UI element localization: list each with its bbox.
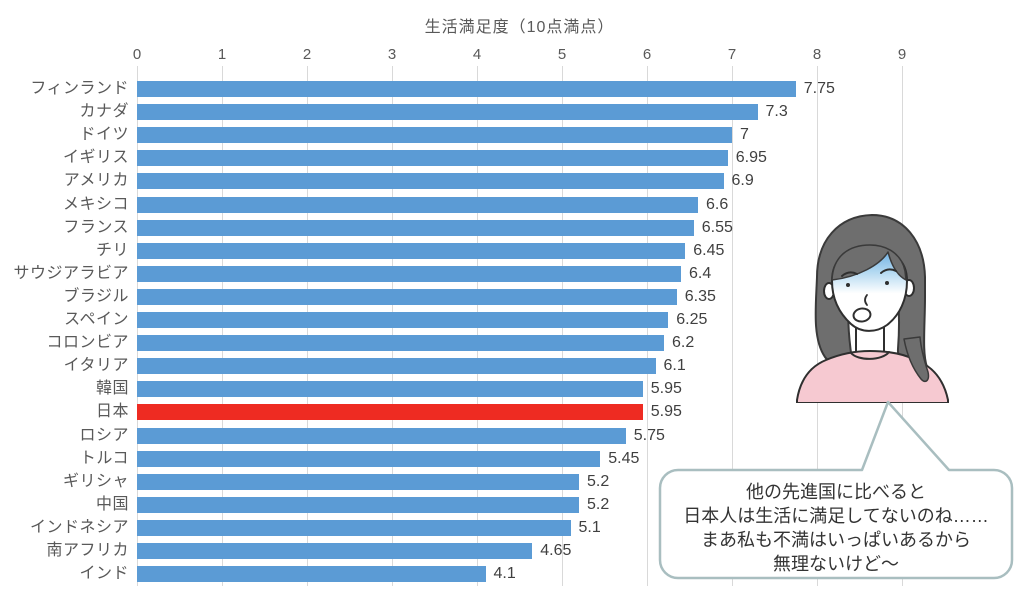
bar bbox=[137, 519, 571, 536]
gridline bbox=[732, 66, 733, 586]
worried-woman-illustration bbox=[796, 214, 949, 403]
value-label: 5.2 bbox=[587, 472, 610, 490]
bar bbox=[137, 81, 796, 97]
category-label: インドネシア bbox=[29, 518, 129, 536]
category-label: スペイン bbox=[64, 311, 129, 328]
value-label: 7.3 bbox=[765, 103, 788, 121]
eye-right bbox=[885, 281, 889, 285]
hair-strand-right bbox=[903, 336, 930, 383]
value-label: 5.1 bbox=[578, 518, 601, 536]
category-label: イタリア bbox=[63, 357, 129, 375]
bar bbox=[137, 543, 533, 559]
value-label: 5.95 bbox=[650, 403, 682, 421]
value-label: 5.75 bbox=[633, 426, 665, 444]
category-label: ブラジル bbox=[63, 287, 129, 305]
category-label: フィンランド bbox=[30, 80, 129, 97]
shirt bbox=[796, 350, 949, 403]
category-label: トルコ bbox=[79, 449, 129, 467]
category-label: チリ bbox=[95, 241, 129, 259]
bar bbox=[137, 219, 694, 236]
value-label: 6.1 bbox=[663, 357, 686, 375]
axis-tick-label: 8 bbox=[812, 46, 822, 63]
speech-line: 無理ないけど〜 bbox=[773, 554, 899, 574]
category-label: サウジアラビア bbox=[13, 264, 129, 282]
category-label: 南アフリカ bbox=[46, 542, 129, 559]
value-label: 6.95 bbox=[735, 149, 767, 167]
value-label: 7 bbox=[740, 126, 749, 144]
bar bbox=[137, 358, 656, 375]
category-label: インド bbox=[79, 565, 129, 583]
bar bbox=[137, 265, 681, 282]
axis-tick-label: 1 bbox=[217, 46, 227, 63]
value-label: 6.35 bbox=[684, 287, 716, 305]
category-label: ロシア bbox=[79, 426, 129, 444]
speech-line: 日本人は生活に満足してないのね…… bbox=[683, 506, 989, 526]
axis-tick-label: 4 bbox=[472, 46, 482, 63]
category-label: ドイツ bbox=[79, 126, 129, 144]
eyebrow-right bbox=[880, 268, 897, 274]
bar bbox=[137, 335, 664, 352]
bar bbox=[137, 127, 732, 144]
bar bbox=[137, 496, 579, 513]
bar bbox=[137, 242, 686, 259]
value-label: 4.1 bbox=[493, 565, 516, 583]
speech-line: 他の先進国に比べると bbox=[746, 482, 926, 502]
category-label: 日本 bbox=[95, 403, 129, 421]
bar bbox=[137, 566, 486, 583]
speech-bubble-text: 他の先進国に比べると 日本人は生活に満足してないのね…… まあ私も不満はいっぱい… bbox=[660, 480, 1012, 576]
bar bbox=[137, 173, 724, 190]
bar bbox=[137, 150, 728, 167]
value-label: 6.9 bbox=[731, 172, 754, 190]
value-label: 5.2 bbox=[587, 495, 610, 513]
speech-line: まあ私も不満はいっぱいあるから bbox=[701, 530, 971, 550]
value-label: 6.2 bbox=[672, 334, 695, 352]
value-label: 6.25 bbox=[676, 311, 708, 328]
chart-title: 生活満足度（10点満点） bbox=[424, 19, 615, 36]
speech-bubble bbox=[658, 400, 1014, 580]
value-label: 4.65 bbox=[540, 542, 572, 559]
category-label: コロンビア bbox=[46, 334, 129, 352]
bar bbox=[137, 288, 677, 305]
category-label: アメリカ bbox=[63, 172, 129, 190]
axis-tick-label: 2 bbox=[302, 46, 312, 63]
bar bbox=[137, 381, 643, 398]
axis-tick-label: 9 bbox=[897, 46, 907, 63]
category-label: 韓国 bbox=[95, 380, 129, 398]
category-label: イギリス bbox=[62, 149, 129, 167]
bar-highlighted bbox=[137, 404, 643, 421]
bar bbox=[137, 104, 758, 121]
axis-tick-label: 6 bbox=[642, 46, 652, 63]
bar bbox=[137, 427, 626, 444]
value-label: 6.45 bbox=[693, 241, 725, 259]
nose bbox=[864, 294, 868, 306]
value-label: 6.55 bbox=[701, 218, 733, 236]
value-label: 7.75 bbox=[803, 80, 835, 97]
value-label: 5.45 bbox=[608, 449, 640, 467]
category-label: フランス bbox=[63, 218, 129, 236]
bar bbox=[137, 196, 698, 213]
bar bbox=[137, 450, 601, 467]
axis-tick-label: 7 bbox=[727, 46, 737, 63]
eyebrow-left bbox=[841, 271, 858, 277]
axis-tick-label: 5 bbox=[557, 46, 567, 63]
value-label: 5.95 bbox=[650, 380, 682, 398]
category-label: 中国 bbox=[95, 495, 129, 513]
axis-tick-label: 3 bbox=[387, 46, 397, 63]
mouth bbox=[852, 307, 872, 323]
category-label: カナダ bbox=[79, 103, 129, 121]
value-label: 6.4 bbox=[689, 264, 712, 282]
category-label: メキシコ bbox=[62, 195, 129, 213]
value-label: 6.6 bbox=[706, 195, 729, 213]
bar bbox=[137, 473, 579, 490]
bar bbox=[137, 312, 669, 328]
category-label: ギリシャ bbox=[62, 472, 129, 490]
eye-left bbox=[846, 283, 850, 287]
shirt-collar bbox=[850, 351, 890, 360]
axis-tick-label: 0 bbox=[132, 46, 142, 63]
hair-bangs bbox=[831, 244, 907, 281]
